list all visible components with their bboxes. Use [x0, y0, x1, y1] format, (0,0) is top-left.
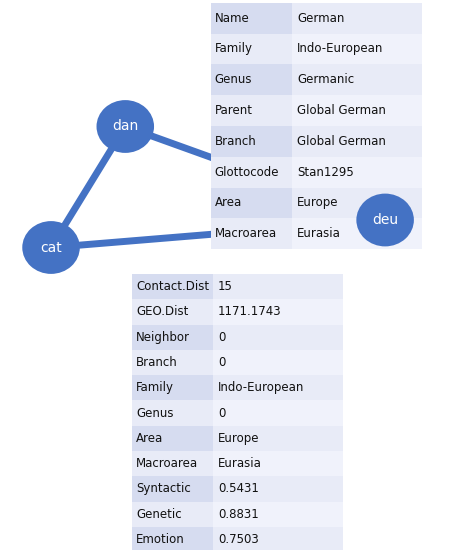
Bar: [292, 188, 421, 218]
Bar: [213, 502, 343, 527]
Text: Family: Family: [214, 42, 252, 56]
Bar: [132, 451, 213, 476]
Bar: [211, 188, 292, 218]
Text: 0: 0: [218, 406, 225, 420]
Bar: [132, 502, 213, 527]
Bar: [132, 350, 213, 375]
Bar: [292, 64, 421, 95]
Text: Branch: Branch: [136, 356, 177, 369]
Text: deu: deu: [371, 213, 397, 227]
Bar: [132, 274, 213, 299]
Text: Indo-European: Indo-European: [218, 381, 304, 394]
Text: 0: 0: [218, 356, 225, 369]
Text: 0.5431: 0.5431: [218, 482, 258, 496]
Text: dan: dan: [112, 119, 138, 134]
Bar: [132, 375, 213, 400]
Bar: [132, 426, 213, 451]
Text: Contact.Dist: Contact.Dist: [136, 280, 209, 293]
Bar: [213, 274, 343, 299]
Bar: [132, 299, 213, 324]
Text: Neighbor: Neighbor: [136, 331, 189, 344]
Text: German: German: [296, 12, 344, 25]
Text: Genus: Genus: [136, 406, 173, 420]
Ellipse shape: [96, 100, 154, 153]
Ellipse shape: [22, 221, 80, 274]
Bar: [213, 426, 343, 451]
Text: Genus: Genus: [214, 73, 252, 86]
Text: 15: 15: [218, 280, 232, 293]
Bar: [211, 126, 292, 157]
Bar: [292, 218, 421, 249]
Text: Indo-European: Indo-European: [296, 42, 382, 56]
Text: Eurasia: Eurasia: [218, 457, 262, 470]
Text: Eurasia: Eurasia: [296, 227, 340, 240]
Text: Syntactic: Syntactic: [136, 482, 190, 496]
Text: 1171.1743: 1171.1743: [218, 305, 281, 318]
Text: Global German: Global German: [296, 104, 385, 117]
Ellipse shape: [356, 194, 413, 246]
Bar: [132, 324, 213, 350]
Bar: [132, 400, 213, 426]
Text: 0: 0: [218, 331, 225, 344]
Bar: [213, 350, 343, 375]
Text: Genetic: Genetic: [136, 508, 181, 521]
Bar: [211, 34, 292, 64]
Text: Area: Area: [214, 196, 242, 210]
Bar: [292, 95, 421, 126]
Text: Macroarea: Macroarea: [214, 227, 276, 240]
Bar: [213, 400, 343, 426]
Text: Branch: Branch: [214, 135, 256, 148]
Bar: [292, 3, 421, 34]
Bar: [213, 527, 343, 550]
Bar: [213, 375, 343, 400]
Text: 0.7503: 0.7503: [218, 533, 258, 546]
Text: 0.8831: 0.8831: [218, 508, 258, 521]
Bar: [211, 3, 292, 34]
Bar: [211, 218, 292, 249]
Text: Stan1295: Stan1295: [296, 166, 353, 179]
Text: Emotion: Emotion: [136, 533, 184, 546]
Bar: [213, 324, 343, 350]
Bar: [213, 451, 343, 476]
Text: GEO.Dist: GEO.Dist: [136, 305, 188, 318]
Text: Europe: Europe: [296, 196, 338, 210]
Text: Parent: Parent: [214, 104, 252, 117]
Text: Name: Name: [214, 12, 249, 25]
Text: Europe: Europe: [218, 432, 259, 445]
Text: Family: Family: [136, 381, 174, 394]
Bar: [211, 95, 292, 126]
Bar: [292, 126, 421, 157]
Text: Area: Area: [136, 432, 163, 445]
Bar: [292, 34, 421, 64]
Bar: [213, 476, 343, 502]
Text: Macroarea: Macroarea: [136, 457, 198, 470]
Bar: [292, 157, 421, 188]
Text: Germanic: Germanic: [296, 73, 353, 86]
Bar: [132, 476, 213, 502]
Bar: [211, 157, 292, 188]
Bar: [132, 527, 213, 550]
Bar: [211, 64, 292, 95]
Text: Global German: Global German: [296, 135, 385, 148]
Bar: [213, 299, 343, 324]
Text: Glottocode: Glottocode: [214, 166, 279, 179]
Text: cat: cat: [40, 240, 62, 255]
